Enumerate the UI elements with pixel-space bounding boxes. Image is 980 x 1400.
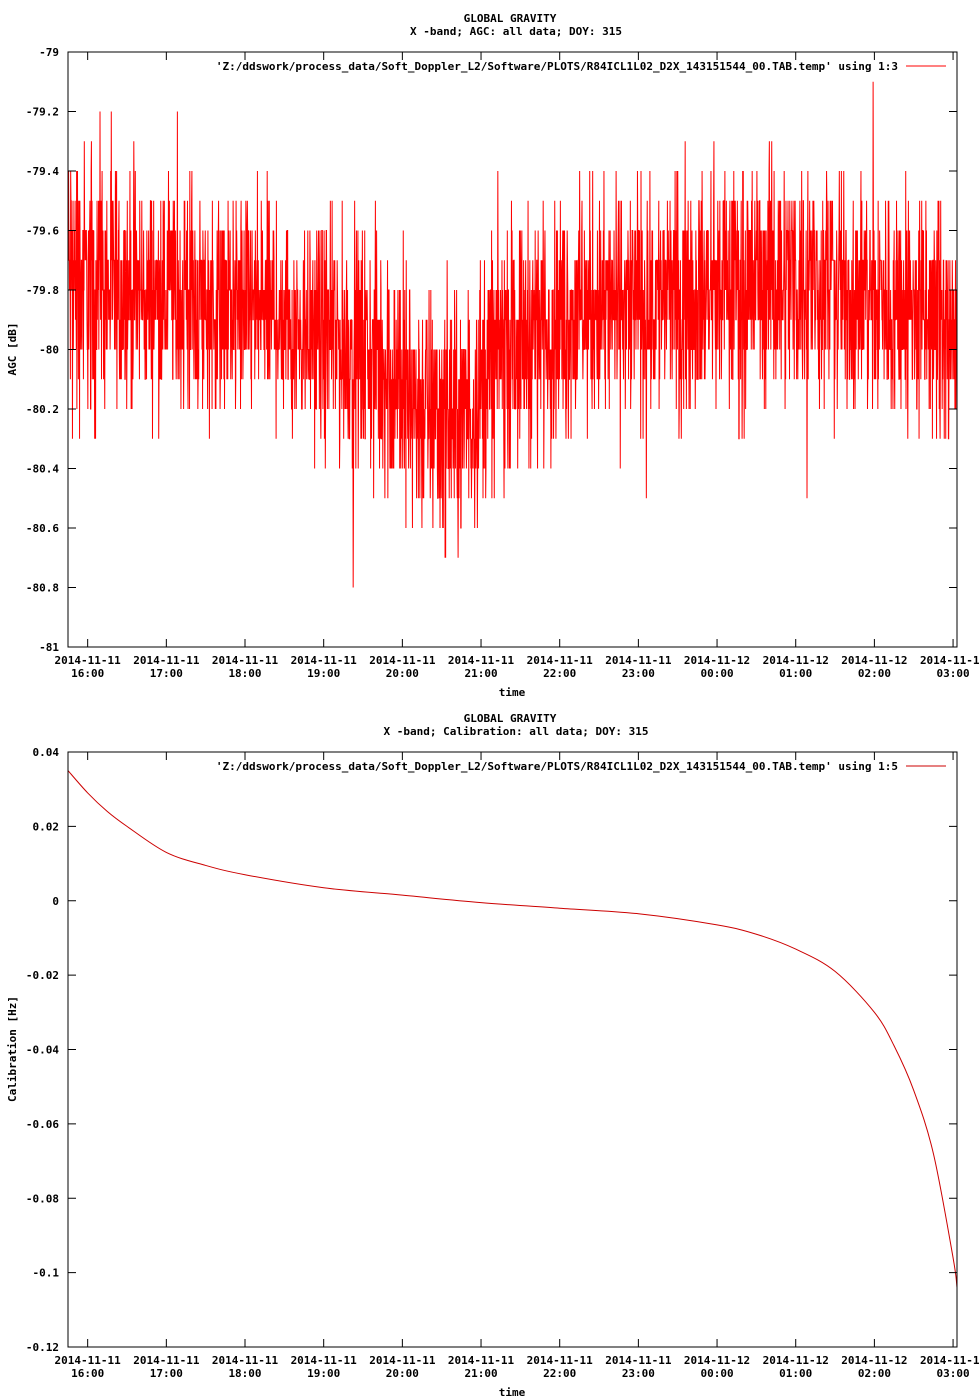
- y-axis-label: AGC [dB]: [6, 323, 19, 376]
- x-tick-label-date: 2014-11-11: [212, 1354, 279, 1367]
- y-tick-label: 0.02: [33, 820, 60, 833]
- x-tick-label-time: 02:00: [858, 667, 891, 680]
- y-tick-label: -79: [39, 46, 59, 59]
- chart-subtitle: X -band; Calibration: all data; DOY: 315: [384, 725, 649, 738]
- x-tick-label-time: 21:00: [464, 667, 497, 680]
- x-tick-label-date: 2014-11-11: [133, 654, 200, 667]
- x-tick-label-time: 23:00: [622, 1367, 655, 1380]
- plot-area: 0.040.020-0.02-0.04-0.06-0.08-0.1-0.1220…: [26, 746, 980, 1380]
- agc-series-line: [67, 81, 958, 588]
- y-tick-label: -80: [39, 344, 59, 357]
- x-tick-label-time: 17:00: [150, 1367, 183, 1380]
- x-tick-label-time: 02:00: [858, 1367, 891, 1380]
- x-tick-label-time: 01:00: [779, 1367, 812, 1380]
- x-tick-label-time: 03:00: [937, 667, 970, 680]
- x-tick-label-time: 20:00: [386, 1367, 419, 1380]
- chart-title: GLOBAL GRAVITY: [464, 712, 557, 725]
- x-axis-label: time: [499, 686, 526, 699]
- x-tick-label-time: 00:00: [700, 667, 733, 680]
- x-tick-label-date: 2014-11-12: [684, 1354, 750, 1367]
- y-tick-label: 0: [52, 895, 59, 908]
- x-tick-label-time: 20:00: [386, 667, 419, 680]
- x-tick-label-date: 2014-11-11: [369, 1354, 436, 1367]
- chart-subtitle: X -band; AGC: all data; DOY: 315: [410, 25, 622, 38]
- plot-frame: [67, 751, 958, 1348]
- x-tick-label-date: 2014-11-12: [763, 654, 829, 667]
- y-tick-label: -79.4: [26, 165, 59, 178]
- x-tick-label-date: 2014-11-11: [212, 654, 279, 667]
- x-tick-label-date: 2014-11-11: [369, 654, 436, 667]
- y-tick-label: -79.8: [26, 284, 59, 297]
- x-tick-label-date: 2014-11-11: [605, 654, 672, 667]
- x-tick-label-time: 16:00: [71, 667, 104, 680]
- plot-area: -79 -79.2 -79.4 -79.6 -79.8 -80 -80.2 -80.4 -80.…: [26, 46, 980, 680]
- x-tick-label-date: 2014-11-11: [605, 1354, 672, 1367]
- x-tick-label-date: 2014-11-11: [133, 1354, 200, 1367]
- x-tick-label-date: 2014-11-12: [920, 654, 980, 667]
- y-tick-label: -79.6: [26, 225, 59, 238]
- x-tick-label-time: 19:00: [307, 1367, 340, 1380]
- x-tick-label-date: 2014-11-12: [763, 1354, 829, 1367]
- x-tick-label-time: 01:00: [779, 667, 812, 680]
- x-tick-label-date: 2014-11-12: [920, 1354, 980, 1367]
- legend: 'Z:/ddswork/process_data/Soft_Doppler_L2…: [216, 760, 946, 773]
- x-tick-label-time: 16:00: [71, 1367, 104, 1380]
- y-tick-label: -0.08: [26, 1192, 59, 1205]
- calibration-chart: GLOBAL GRAVITY X -band; Calibration: all…: [6, 712, 980, 1399]
- y-tick-label: -0.02: [26, 969, 59, 982]
- y-tick-label: 0.04: [33, 746, 60, 759]
- legend-entry: 'Z:/ddswork/process_data/Soft_Doppler_L2…: [216, 60, 898, 73]
- agc-chart: GLOBAL GRAVITY X -band; AGC: all data; D…: [6, 12, 980, 699]
- y-tick-label: -81: [39, 641, 59, 654]
- y-tick-label: -79.2: [26, 106, 59, 119]
- x-tick-label-time: 22:00: [543, 1367, 576, 1380]
- x-tick-label-date: 2014-11-12: [841, 654, 907, 667]
- y-tick-label: -80.2: [26, 403, 59, 416]
- x-tick-label-time: 18:00: [228, 667, 261, 680]
- x-tick-label-date: 2014-11-11: [448, 654, 515, 667]
- y-tick-label: -80.6: [26, 522, 59, 535]
- legend: 'Z:/ddswork/process_data/Soft_Doppler_L2…: [216, 60, 946, 73]
- y-tick-label: -0.12: [26, 1341, 59, 1354]
- x-tick-label-date: 2014-11-11: [55, 654, 122, 667]
- calibration-series-line: [67, 770, 958, 1288]
- x-tick-label-time: 00:00: [700, 1367, 733, 1380]
- x-tick-label-date: 2014-11-11: [291, 1354, 358, 1367]
- legend-entry: 'Z:/ddswork/process_data/Soft_Doppler_L2…: [216, 760, 898, 773]
- x-tick-label-time: 18:00: [228, 1367, 261, 1380]
- x-tick-label-time: 21:00: [464, 1367, 497, 1380]
- x-tick-label-time: 19:00: [307, 667, 340, 680]
- x-tick-label-date: 2014-11-11: [527, 1354, 594, 1367]
- plot-frame: [67, 51, 958, 648]
- x-tick-label-date: 2014-11-12: [841, 1354, 907, 1367]
- x-tick-label-time: 03:00: [937, 1367, 970, 1380]
- x-tick-label-date: 2014-11-11: [291, 654, 358, 667]
- y-tick-label: -0.1: [33, 1267, 60, 1280]
- x-tick-label-date: 2014-11-11: [55, 1354, 122, 1367]
- x-tick-label-time: 17:00: [150, 667, 183, 680]
- y-tick-label: -80.4: [26, 463, 59, 476]
- x-axis-label: time: [499, 1386, 526, 1399]
- x-tick-label-date: 2014-11-11: [448, 1354, 515, 1367]
- chart-title: GLOBAL GRAVITY: [464, 12, 557, 25]
- x-tick-label-time: 23:00: [622, 667, 655, 680]
- x-tick-label-date: 2014-11-12: [684, 654, 750, 667]
- y-tick-label: -0.06: [26, 1118, 59, 1131]
- x-tick-label-time: 22:00: [543, 667, 576, 680]
- y-tick-label: -80.8: [26, 582, 59, 595]
- y-axis-label: Calibration [Hz]: [6, 996, 19, 1102]
- y-tick-label: -0.04: [26, 1044, 59, 1057]
- x-tick-label-date: 2014-11-11: [527, 654, 594, 667]
